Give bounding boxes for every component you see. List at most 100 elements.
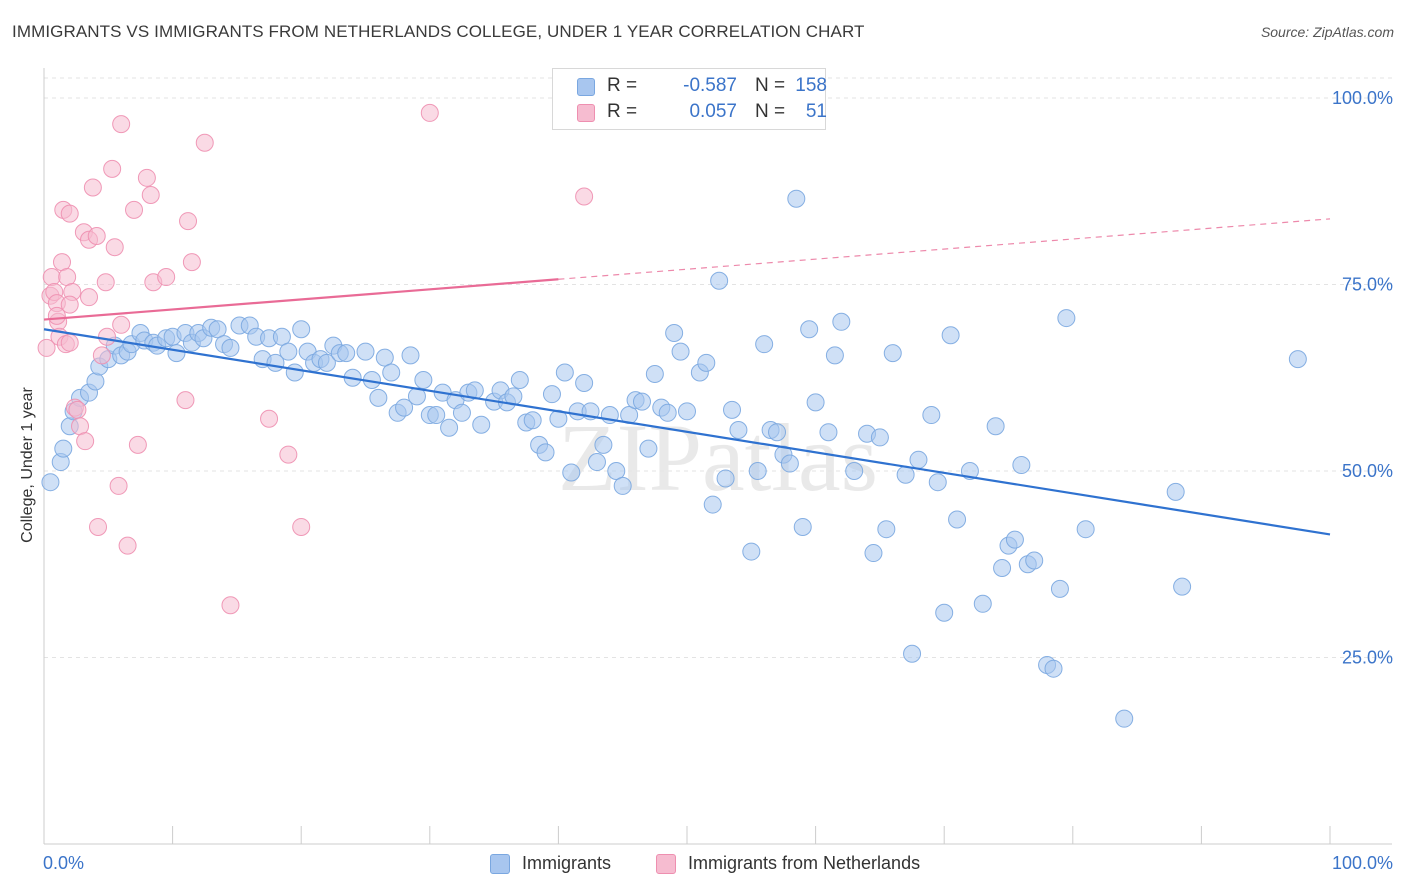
point-immigrants [870,428,889,447]
point-immigrants [729,420,748,439]
point-immigrants [272,327,291,346]
point-netherlands [83,178,102,197]
point-immigrants [285,363,304,382]
point-netherlands [575,187,594,206]
point-immigrants [555,363,574,382]
point-immigrants [800,320,819,339]
point-immigrants [395,398,414,417]
point-netherlands [58,268,77,287]
point-immigrants [562,463,581,482]
point-immigrants [877,520,896,539]
point-netherlands [47,306,66,325]
x-tick-label: 0.0% [43,853,84,873]
point-immigrants [440,418,459,437]
point-immigrants [382,363,401,382]
point-immigrants [401,346,420,365]
point-netherlands [68,400,87,419]
point-immigrants [986,417,1005,436]
point-netherlands [112,115,131,134]
point-immigrants [279,342,298,361]
point-immigrants [748,462,767,480]
y-axis-label: College, Under 1 year [19,387,36,543]
legend-r-value: -0.587 [683,75,737,96]
point-immigrants [806,393,825,412]
point-immigrants [414,370,433,389]
legend-swatch-immigrants [490,854,510,874]
point-netherlands [141,185,160,204]
point-immigrants [703,495,722,514]
point-immigrants [1076,520,1095,539]
point-immigrants [825,346,844,365]
point-immigrants [832,312,851,331]
point-netherlands [137,168,156,187]
point-immigrants [1012,456,1031,475]
data-points [37,103,1307,728]
point-immigrants [787,189,806,208]
point-immigrants [645,365,664,384]
point-netherlands [221,596,240,615]
point-immigrants [317,353,336,372]
point-netherlands [195,133,214,152]
point-netherlands [157,268,176,287]
point-immigrants [1288,350,1307,369]
point-immigrants [909,450,928,469]
point-netherlands [53,253,72,272]
legend-label: Immigrants [522,853,612,873]
x-tick-label: 100.0% [1332,853,1393,873]
point-immigrants [665,323,684,342]
point-immigrants [594,435,613,454]
point-immigrants [632,392,651,411]
legend-n-value: 51 [805,101,827,122]
point-immigrants [941,326,960,345]
point-immigrants [723,400,742,419]
tick-labels: 25.0% 50.0% 75.0% 100.0% 0.0% 100.0% [43,88,1393,873]
point-immigrants [678,402,696,421]
trend-line-netherlands [43,278,559,321]
point-immigrants [587,453,606,472]
point-netherlands [98,327,117,346]
point-immigrants [1166,482,1185,501]
point-immigrants [54,439,73,458]
point-immigrants [639,439,658,458]
axes [43,68,1392,845]
trend-line-netherlands-dashed [558,218,1331,280]
legend-swatch-netherlands [577,104,595,122]
point-netherlands [42,268,61,287]
point-netherlands [279,445,298,464]
point-immigrants [575,373,594,392]
legend-r-value: 0.057 [689,101,737,122]
point-netherlands [260,409,279,428]
legend-n-label: N = [755,101,786,122]
point-immigrants [935,603,954,622]
point-immigrants [292,320,311,339]
grid-lines [44,77,1392,658]
point-immigrants [903,644,922,663]
point-immigrants [883,344,902,363]
point-immigrants [793,517,812,536]
point-netherlands [128,435,147,454]
point-immigrants [607,462,626,480]
point-immigrants [1115,709,1134,728]
point-immigrants [208,320,227,339]
trend-lines [43,218,1331,536]
point-immigrants [922,406,941,425]
legend-r-label: R = [607,75,638,96]
point-netherlands [60,333,79,352]
point-immigrants [337,344,356,363]
point-immigrants [716,469,735,488]
point-immigrants [973,594,992,613]
point-immigrants [768,423,787,442]
point-netherlands [103,159,122,178]
point-immigrants [1025,551,1044,570]
y-tick-label: 25.0% [1342,648,1393,668]
point-netherlands [87,227,106,246]
point-immigrants [1057,309,1076,328]
point-immigrants [369,388,388,407]
chart-title: IMMIGRANTS VS IMMIGRANTS FROM NETHERLAND… [12,22,865,41]
point-netherlands [179,212,198,231]
point-netherlands [105,238,124,257]
y-tick-label: 75.0% [1342,275,1393,295]
point-netherlands [96,273,115,292]
point-immigrants [845,462,864,480]
